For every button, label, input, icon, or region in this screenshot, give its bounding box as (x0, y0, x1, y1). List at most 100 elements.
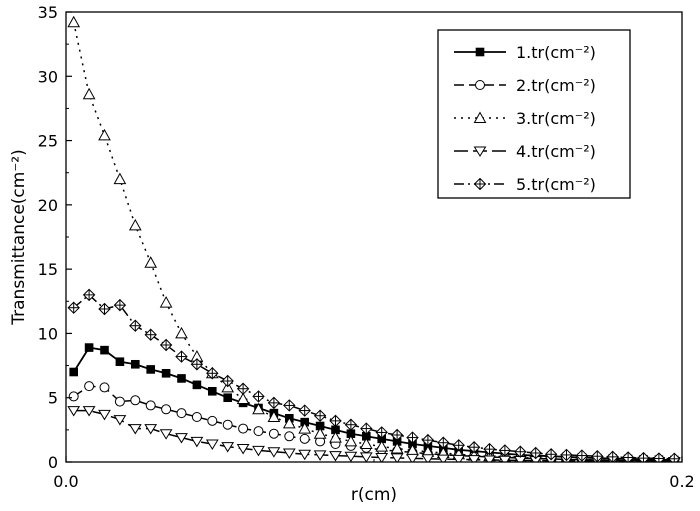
series-3-point (67, 15, 81, 28)
series-1-point (208, 386, 217, 396)
y-tick-label: 20 (38, 196, 58, 215)
series-5-point (498, 444, 512, 457)
series-5-point (529, 446, 542, 460)
series-5-point (390, 428, 404, 442)
series-4-point (483, 455, 496, 462)
series-2-point (145, 400, 156, 411)
series-2-point (207, 415, 218, 426)
series-5-point (421, 433, 435, 447)
series-3-point (175, 326, 188, 339)
series-2-point (191, 412, 202, 422)
y-tick-label: 35 (38, 3, 58, 22)
series-5 (67, 288, 681, 462)
legend-label: 1.tr(cm⁻²) (516, 43, 596, 62)
series-4-point (205, 439, 219, 450)
series-5-point (236, 382, 250, 395)
series-5-point (560, 448, 573, 462)
series-5-point (344, 418, 358, 431)
series-1-point (192, 380, 202, 390)
series-2-point (268, 428, 279, 439)
axes-layer: 0 5 10 15 20 25 30 35 0.0 0.2 (38, 3, 695, 491)
series-3-point (98, 128, 111, 141)
series-3-point (128, 218, 142, 231)
y-tick-label: 10 (38, 324, 58, 343)
legend-item: 5.tr(cm⁻²) (454, 175, 596, 194)
series-4-point (329, 451, 342, 462)
legend-marker (475, 80, 485, 90)
series-5-point (252, 390, 265, 403)
series-4 (67, 406, 681, 462)
series-5-point (652, 452, 666, 462)
x-tick-label: 0.2 (669, 472, 694, 491)
series-1-point (146, 365, 155, 374)
series-2-point (130, 395, 141, 406)
series-5-point (129, 319, 142, 332)
series-3-point (313, 427, 327, 439)
series-4-point (144, 424, 158, 435)
y-tick-label: 30 (38, 67, 58, 86)
series-2-point (222, 419, 233, 430)
legend-box (437, 29, 631, 199)
series-5-point (144, 328, 157, 341)
series-5-point (67, 301, 80, 314)
series-3-point (144, 256, 158, 268)
series-5-point (175, 350, 188, 363)
series-4-point (190, 436, 204, 448)
series-5-point (606, 450, 619, 462)
legend-item: 3.tr(cm⁻²) (454, 109, 596, 128)
series-3-point (375, 440, 389, 452)
series-5-line (73, 293, 675, 460)
legend-label: 5.tr(cm⁻²) (516, 175, 596, 194)
series-4-point (282, 448, 296, 459)
series-2-point (176, 408, 187, 419)
series-2-point (161, 404, 172, 415)
series-4-point (128, 424, 142, 435)
series-3-point (390, 441, 404, 454)
series-5-point (82, 288, 96, 302)
series-4-point (67, 406, 81, 417)
series-5-point (467, 441, 481, 454)
series-4-point (252, 445, 265, 457)
x-axis-label: r(cm) (351, 485, 397, 505)
y-tick-label: 15 (38, 260, 58, 279)
series-3-point (252, 402, 265, 415)
series-4-point (98, 409, 111, 421)
legend: 1.tr(cm⁻²) 2.tr(cm⁻²) 3.tr(cm⁻²) 4.tr(cm⁻²)… (437, 29, 631, 199)
series-4-point (82, 406, 96, 417)
series-3-point (159, 296, 173, 308)
series-5-point (452, 439, 465, 452)
series-4-point (113, 415, 127, 426)
series-5-point (113, 298, 127, 312)
series-4-point (159, 429, 173, 440)
series-5-point (329, 414, 342, 428)
legend-label: 2.tr(cm⁻²) (516, 76, 596, 95)
series-3-point (236, 392, 250, 404)
legend-label: 3.tr(cm⁻²) (516, 109, 596, 128)
series-4-point (406, 453, 419, 462)
legend-marker (473, 111, 487, 123)
legend-item: 2.tr(cm⁻²) (454, 76, 596, 95)
series-3-point (282, 416, 296, 429)
series-3-point (298, 422, 312, 434)
series-3-point (82, 87, 96, 100)
series-1-line (72, 346, 675, 461)
series-2-point (284, 431, 295, 442)
series-5-point (375, 426, 388, 439)
legend-item: 4.tr(cm⁻²) (454, 142, 596, 161)
series-3-line (72, 22, 675, 462)
series-5-point (668, 452, 681, 462)
series-4-point (344, 451, 358, 462)
series-4-point (390, 453, 404, 462)
series-5-point (621, 451, 635, 462)
legend-marker (475, 47, 485, 57)
series-4-point (467, 455, 481, 462)
x-tick-label: 0.0 (53, 472, 78, 491)
series-5-point (406, 431, 419, 444)
series-1-point (223, 393, 232, 403)
series-4-point (375, 453, 389, 462)
series-4-point (313, 450, 327, 461)
series-4-point (221, 442, 235, 453)
series-5-point (575, 449, 589, 462)
series-4-point (175, 433, 188, 444)
